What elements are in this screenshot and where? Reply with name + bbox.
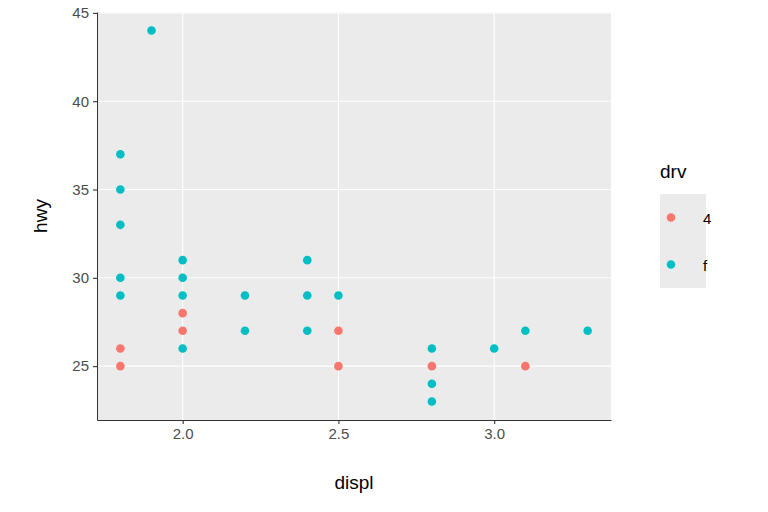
point bbox=[178, 256, 187, 265]
tick-mark bbox=[183, 420, 184, 424]
point bbox=[116, 185, 125, 194]
tick-label: 35 bbox=[72, 181, 89, 198]
point bbox=[303, 327, 312, 336]
tick-mark bbox=[93, 366, 97, 367]
point bbox=[428, 379, 437, 388]
legend: drv 4 f bbox=[660, 161, 711, 288]
tick-mark bbox=[93, 189, 97, 190]
tick-label: 2.0 bbox=[173, 425, 194, 442]
points bbox=[116, 26, 592, 406]
tick: 45 bbox=[72, 4, 97, 21]
point bbox=[116, 221, 125, 230]
tick-mark bbox=[93, 101, 97, 102]
point bbox=[583, 327, 592, 336]
legend-key-background bbox=[660, 194, 706, 288]
grid-line bbox=[97, 366, 611, 367]
plot: 2.0 2.5 3.0 25 30 35 40 45 bbox=[72, 4, 611, 441]
tick-label: 30 bbox=[72, 269, 89, 286]
point bbox=[521, 327, 530, 336]
grid-line bbox=[97, 189, 611, 190]
point bbox=[334, 362, 343, 371]
tick: 25 bbox=[72, 357, 97, 374]
point bbox=[241, 291, 250, 300]
point bbox=[116, 150, 125, 159]
grid-line bbox=[97, 12, 611, 13]
point bbox=[116, 274, 125, 283]
point bbox=[334, 291, 343, 300]
y-axis: 25 30 35 40 45 bbox=[72, 4, 97, 420]
tick-label: 2.5 bbox=[328, 425, 349, 442]
legend-key bbox=[667, 260, 676, 269]
point bbox=[116, 362, 125, 371]
panel-background bbox=[97, 12, 611, 420]
grid-line bbox=[97, 277, 611, 278]
point bbox=[428, 362, 437, 371]
point bbox=[428, 344, 437, 353]
tick: 35 bbox=[72, 181, 97, 198]
point bbox=[178, 309, 187, 318]
x-axis: 2.0 2.5 3.0 bbox=[98, 420, 612, 442]
tick-label: 45 bbox=[72, 4, 89, 21]
tick-mark bbox=[494, 420, 495, 424]
grid-line bbox=[97, 101, 611, 102]
point bbox=[178, 274, 187, 283]
point bbox=[303, 256, 312, 265]
point bbox=[178, 344, 187, 353]
grid bbox=[97, 12, 611, 420]
tick: 3.0 bbox=[484, 420, 505, 442]
legend-key bbox=[667, 213, 676, 222]
grid-line bbox=[182, 12, 183, 420]
point bbox=[147, 26, 156, 35]
point bbox=[178, 327, 187, 336]
grid-line bbox=[338, 12, 339, 420]
point bbox=[116, 344, 125, 353]
point bbox=[303, 291, 312, 300]
point bbox=[490, 344, 499, 353]
point bbox=[428, 397, 437, 406]
tick-mark bbox=[93, 13, 97, 14]
legend-title: drv bbox=[660, 161, 687, 182]
tick-label: 3.0 bbox=[484, 425, 505, 442]
tick: 2.5 bbox=[328, 420, 349, 442]
legend-label: f bbox=[703, 257, 708, 274]
tick: 40 bbox=[72, 92, 97, 109]
point bbox=[521, 362, 530, 371]
x-axis-title: displ bbox=[334, 472, 373, 493]
grid-line bbox=[494, 12, 495, 420]
point bbox=[116, 291, 125, 300]
y-axis-title: hwy bbox=[30, 199, 51, 233]
point bbox=[241, 327, 250, 336]
tick-label: 25 bbox=[72, 357, 89, 374]
point bbox=[334, 327, 343, 336]
axis-line bbox=[98, 420, 612, 421]
legend-label: 4 bbox=[703, 210, 711, 227]
point bbox=[178, 291, 187, 300]
tick: 30 bbox=[72, 269, 97, 286]
tick-mark bbox=[338, 420, 339, 424]
axis-line bbox=[97, 13, 98, 421]
tick-mark bbox=[93, 278, 97, 279]
chart: 2.0 2.5 3.0 25 30 35 40 45 displ hwy drv 4 f bbox=[0, 0, 768, 512]
tick-label: 40 bbox=[72, 92, 89, 109]
tick: 2.0 bbox=[173, 420, 194, 442]
